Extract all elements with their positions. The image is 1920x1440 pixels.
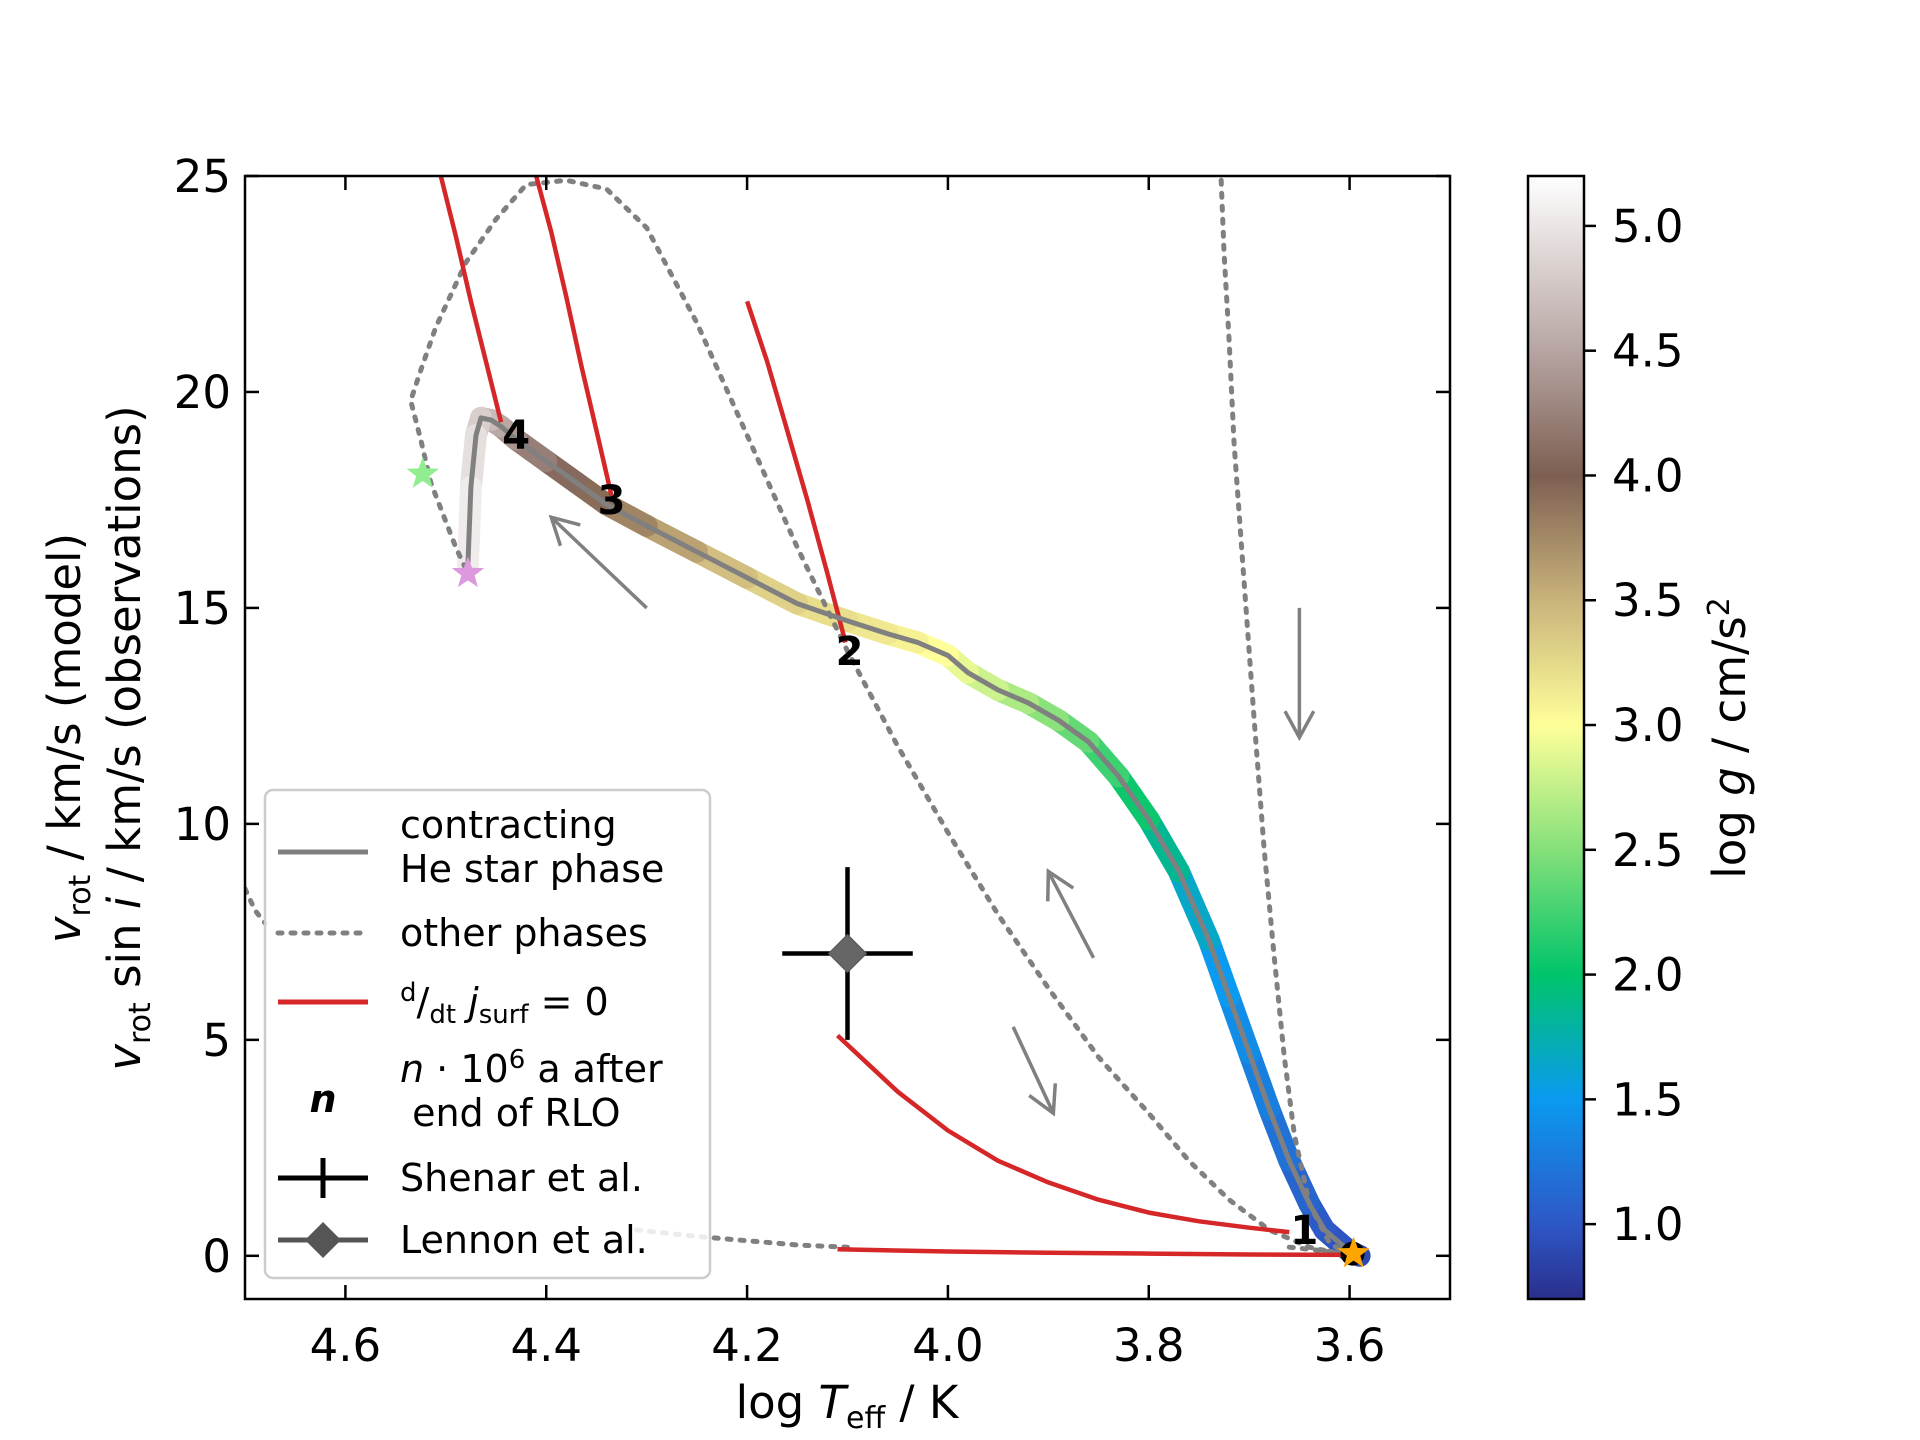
djdt-zero-line [534, 176, 614, 497]
star-marker-green [406, 457, 439, 488]
star-marker-violet [451, 556, 485, 588]
colorbar-tick-label: 1.0 [1612, 1198, 1684, 1251]
colorbar-tick-label: 3.0 [1612, 699, 1684, 752]
direction-arrow-head [1283, 710, 1316, 742]
direction-arrow-shaft [550, 515, 648, 610]
time-marker-2: 2 [836, 629, 864, 675]
legend: contracting He star phase other phases d… [263, 788, 712, 1280]
colorbar-tick-label: 3.5 [1612, 574, 1684, 627]
axis-ticks: 4.6 4.4 4.2 4.0 3.8 3.6 0 5 10 15 20 25 [174, 150, 1450, 1372]
djdt-zero-line [744, 300, 848, 644]
legend-contracting-label-1: contracting [400, 803, 617, 847]
lennon-diamond [827, 933, 868, 974]
x-tick-label: 4.4 [510, 1319, 582, 1372]
other-phases-line [245, 886, 268, 926]
colorbar-tick-label: 4.0 [1612, 449, 1684, 502]
direction-arrow-shaft [1011, 1026, 1055, 1115]
x-tick-label: 4.0 [912, 1319, 984, 1372]
contracting-line-layer [465, 415, 1361, 1259]
x-tick-label: 4.6 [310, 1319, 382, 1372]
legend-shenar-label: Shenar et al. [400, 1156, 643, 1200]
y-tick-label: 10 [174, 798, 231, 851]
time-marker-1: 1 [1290, 1208, 1318, 1254]
djdt-zero-line [837, 1247, 1350, 1258]
colorbar-tick-label: 2.5 [1612, 824, 1684, 877]
time-marker-4: 4 [502, 413, 530, 459]
djdt-zero-line [835, 1033, 1290, 1235]
legend-lennon-swatch-diamond [305, 1222, 341, 1258]
y-axis-label-model: vrot / km/s (model) [38, 533, 98, 943]
x-tick-label: 4.2 [711, 1319, 783, 1372]
legend-n-symbol: n [309, 1077, 336, 1121]
colorbar-label: log g / cm/s2 [1702, 597, 1756, 879]
observations-layer [782, 867, 913, 1040]
x-axis-label: log Teff / K [736, 1376, 960, 1436]
time-markers-layer: 1 2 3 4 [502, 413, 1365, 1266]
legend-other-label: other phases [400, 911, 648, 955]
colorbar-ticks: 1.0 1.5 2.0 2.5 3.0 3.5 4.0 4.5 5.0 [1584, 200, 1684, 1251]
colorbar: 1.0 1.5 2.0 2.5 3.0 3.5 4.0 4.5 5.0 log g / cm/s… [1526, 174, 1756, 1301]
colorbar-tick-label: 2.0 [1612, 949, 1684, 1002]
djdt-zero-line [438, 176, 504, 423]
colorbar-tick-label: 1.5 [1612, 1073, 1684, 1126]
time-marker-3: 3 [598, 478, 626, 524]
direction-arrow-head [1046, 868, 1075, 902]
y-tick-label: 25 [174, 150, 231, 203]
legend-n-label-1: n · 106 a after [400, 1045, 663, 1091]
legend-n-label-2: end of RLO [400, 1091, 621, 1135]
direction-arrow-head [1028, 1083, 1058, 1117]
star-marker-start [1337, 1236, 1370, 1268]
direction-arrow-head [548, 514, 581, 547]
contracting-he-star-line [465, 415, 1361, 1259]
colorbar-tick-label: 5.0 [1612, 200, 1684, 253]
y-tick-label: 0 [202, 1230, 231, 1283]
other-phases-line [1218, 176, 1353, 1259]
colorbar-tick-label: 4.5 [1612, 325, 1684, 378]
stars-layer [406, 457, 1370, 1268]
legend-djdt-label: d/dt jsurf = 0 [400, 978, 609, 1030]
y-tick-label: 5 [202, 1014, 231, 1067]
y-tick-label: 15 [174, 582, 231, 635]
colorbar-gradient [1526, 174, 1586, 1301]
y-tick-label: 20 [174, 366, 231, 419]
arrows-layer [548, 514, 1316, 1117]
y-axis-label-obs: vrot sin i / km/s (observations) [98, 405, 158, 1070]
x-tick-label: 3.8 [1113, 1319, 1185, 1372]
plot-frame [243, 174, 1452, 1301]
legend-box [263, 788, 712, 1280]
other-phases-line [408, 177, 1353, 1259]
direction-arrow-shaft [1046, 870, 1096, 959]
legend-lennon-label: Lennon et al. [400, 1218, 648, 1262]
legend-contracting-label-2: He star phase [400, 847, 664, 891]
djdt-zero-layer [438, 176, 1350, 1258]
x-tick-label: 3.6 [1314, 1319, 1386, 1372]
